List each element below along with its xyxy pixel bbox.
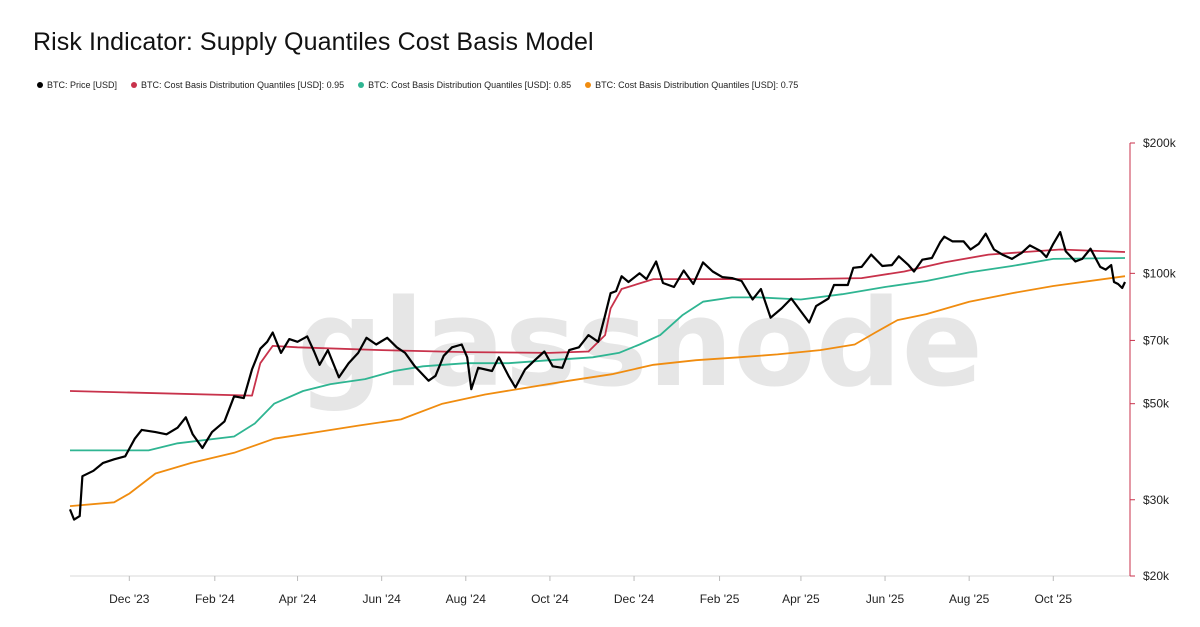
x-tick-label: Dec '24 [614, 592, 655, 606]
x-tick-label: Feb '25 [700, 592, 740, 606]
series-line-q95[interactable] [69, 248, 1126, 397]
x-axis: Dec '23 Feb '24 Apr '24 Jun '24 Aug '24 Oct '… [109, 576, 1072, 606]
series-line-q75[interactable] [69, 275, 1126, 507]
series-layer [68, 231, 1126, 521]
y-tick-label: $100k [1143, 266, 1177, 280]
y-tick-label: $200k [1143, 136, 1177, 150]
x-tick-label: Dec '23 [109, 592, 150, 606]
legend-item-q75[interactable]: BTC: Cost Basis Distribution Quantiles [… [585, 80, 798, 90]
legend-item-q95[interactable]: BTC: Cost Basis Distribution Quantiles [… [131, 80, 344, 90]
legend-label: BTC: Price [USD] [47, 80, 118, 90]
y-tick-label: $20k [1143, 569, 1170, 583]
x-tick-label: Feb '24 [195, 592, 235, 606]
y-axis: $200k $100k $70k $50k $30k $20k [1130, 136, 1177, 583]
legend-label: BTC: Cost Basis Distribution Quantiles [… [595, 80, 799, 90]
series-line-q85[interactable] [70, 257, 1126, 452]
y-tick-label: $30k [1143, 493, 1170, 507]
legend-item-price[interactable]: BTC: Price [USD] [37, 80, 117, 90]
legend-dot-icon [358, 82, 365, 88]
x-tick-label: Oct '24 [531, 592, 569, 606]
chart-title: Risk Indicator: Supply Quantiles Cost Ba… [33, 28, 594, 56]
x-tick-label: Aug '25 [949, 592, 990, 606]
legend-dot-icon [131, 82, 138, 88]
legend-dot-icon [37, 82, 43, 88]
legend-item-q85[interactable]: BTC: Cost Basis Distribution Quantiles [… [358, 80, 571, 90]
x-tick-label: Apr '25 [782, 592, 820, 606]
y-tick-label: $70k [1143, 333, 1170, 347]
legend-dot-icon [585, 82, 592, 88]
chart-legend: BTC: Price [USD] BTC: Cost Basis Distrib… [37, 80, 798, 90]
x-tick-label: Apr '24 [279, 592, 317, 606]
x-tick-label: Oct '25 [1034, 592, 1072, 606]
legend-label: BTC: Cost Basis Distribution Quantiles [… [368, 80, 572, 90]
x-tick-label: Jun '24 [363, 592, 402, 606]
legend-label: BTC: Cost Basis Distribution Quantiles [… [141, 80, 345, 90]
x-tick-label: Aug '24 [446, 592, 487, 606]
series-line-price[interactable] [68, 231, 1126, 521]
x-tick-label: Jun '25 [866, 592, 905, 606]
y-tick-label: $50k [1143, 397, 1170, 411]
